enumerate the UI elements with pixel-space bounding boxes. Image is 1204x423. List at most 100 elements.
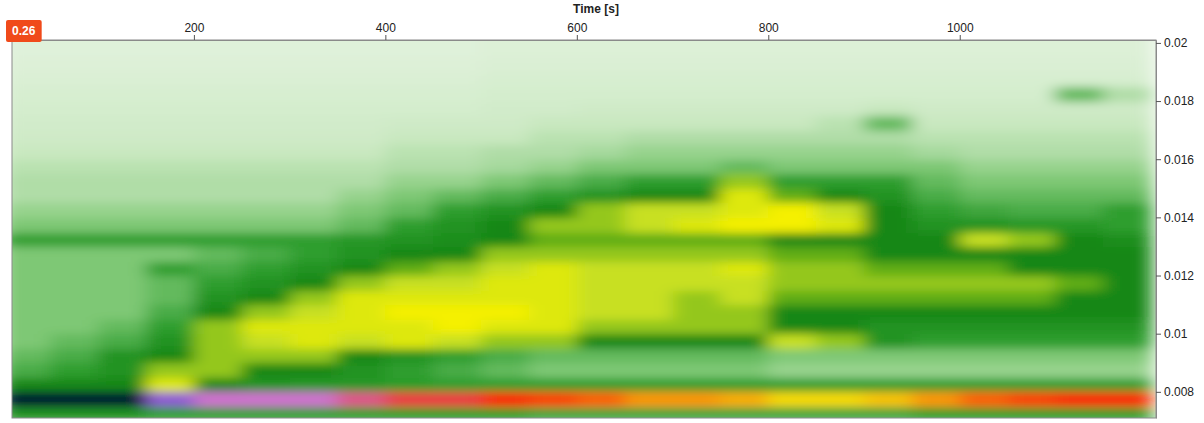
heatmap-cell [98, 334, 146, 349]
heatmap-cell [146, 116, 194, 131]
heatmap-cell [1103, 159, 1151, 174]
heatmap-cell [529, 116, 577, 131]
heatmap-cell [242, 174, 290, 189]
heatmap-cell [50, 334, 98, 349]
y-tick-label: 0.008 [1164, 385, 1194, 399]
heatmap-cell [912, 406, 960, 418]
heatmap-cell [816, 319, 864, 334]
heatmap-cell [290, 232, 338, 247]
heatmap-cell [577, 188, 625, 203]
heatmap-cell [242, 246, 290, 261]
heatmap-cell [194, 217, 242, 232]
heatmap-cell [912, 377, 960, 392]
heatmap-cell [433, 261, 481, 276]
heatmap-cell [960, 72, 1008, 87]
heatmap-cell [98, 87, 146, 102]
heatmap-cell [625, 246, 673, 261]
heatmap-cell [816, 334, 864, 349]
heatmap-cell [194, 87, 242, 102]
heatmap-cell [290, 101, 338, 116]
heatmap-cell [337, 145, 385, 160]
heatmap-cell [1008, 246, 1056, 261]
heatmap-cell [290, 406, 338, 418]
heatmap-cell [577, 319, 625, 334]
heatmap-cell [1008, 87, 1056, 102]
heatmap-cell [577, 348, 625, 363]
heatmap-cell [673, 43, 721, 58]
heatmap-cell [960, 246, 1008, 261]
heatmap-cell [673, 246, 721, 261]
heatmap-cell [50, 43, 98, 58]
heatmap-cell [1008, 377, 1056, 392]
heatmap-cell [625, 232, 673, 247]
heatmap-cell [194, 130, 242, 145]
heatmap-cell [673, 188, 721, 203]
heatmap-cell [194, 203, 242, 218]
heatmap-cell [529, 159, 577, 174]
heatmap-cell [673, 232, 721, 247]
heatmap-cell [385, 406, 433, 418]
heatmap-cell [625, 43, 673, 58]
heatmap-cell [98, 363, 146, 378]
heatmap-cell [1103, 174, 1151, 189]
heatmap-cell [720, 116, 768, 131]
heatmap-cell [146, 392, 194, 407]
heatmap-cell [912, 145, 960, 160]
heatmap-cell [768, 290, 816, 305]
heatmap-cell [146, 276, 194, 291]
heatmap-cell [98, 72, 146, 87]
heatmap-cell [481, 392, 529, 407]
heatmap-cell [385, 145, 433, 160]
y-tick: 0.02 [1156, 36, 1188, 50]
heatmap-cell [1103, 319, 1151, 334]
heatmap-cell [481, 159, 529, 174]
heatmap-cell [337, 305, 385, 320]
heatmap-cell [385, 57, 433, 72]
heatmap-cell [385, 232, 433, 247]
heatmap-cell [1008, 43, 1056, 58]
heatmap-cell [12, 145, 51, 160]
heatmap-cell [194, 334, 242, 349]
heatmap-cell [194, 232, 242, 247]
heatmap-cell [625, 57, 673, 72]
heatmap-cell [98, 145, 146, 160]
heatmap-cell [673, 130, 721, 145]
heatmap-cell [768, 377, 816, 392]
heatmap-cell [1103, 276, 1151, 291]
heatmap-cell [912, 217, 960, 232]
heatmap-cell [194, 246, 242, 261]
y-tick-label: 0.014 [1164, 211, 1194, 225]
heatmap-cell [625, 159, 673, 174]
heatmap-cell [385, 319, 433, 334]
heatmap-cell [960, 377, 1008, 392]
heatmap-cell [768, 319, 816, 334]
heatmap-cell [960, 261, 1008, 276]
heatmap-cell [816, 72, 864, 87]
heatmap-cell [337, 334, 385, 349]
heatmap-cell [290, 159, 338, 174]
heatmap-cell [577, 363, 625, 378]
heatmap-cell [194, 57, 242, 72]
heatmap-cell [1008, 57, 1056, 72]
heatmap-cell [98, 305, 146, 320]
heatmap-cell [12, 406, 51, 418]
heatmap-cell [960, 188, 1008, 203]
heatmap-cell [529, 363, 577, 378]
heatmap-cell [529, 72, 577, 87]
heatmap-cell [242, 392, 290, 407]
y-tick-mark [1156, 334, 1161, 335]
heatmap-cell [1103, 203, 1151, 218]
heatmap-cell [194, 159, 242, 174]
heatmap-cell [1055, 261, 1103, 276]
heatmap-cell [816, 203, 864, 218]
heatmap-cell [864, 246, 912, 261]
heatmap-cell [433, 188, 481, 203]
heatmap-cell [768, 145, 816, 160]
heatmap-cell [12, 261, 51, 276]
heatmap-cell [912, 72, 960, 87]
heatmap-cell [577, 334, 625, 349]
heatmap-cell [290, 174, 338, 189]
heatmap-cell [625, 130, 673, 145]
heatmap-cell [481, 130, 529, 145]
heatmap-cell [912, 159, 960, 174]
